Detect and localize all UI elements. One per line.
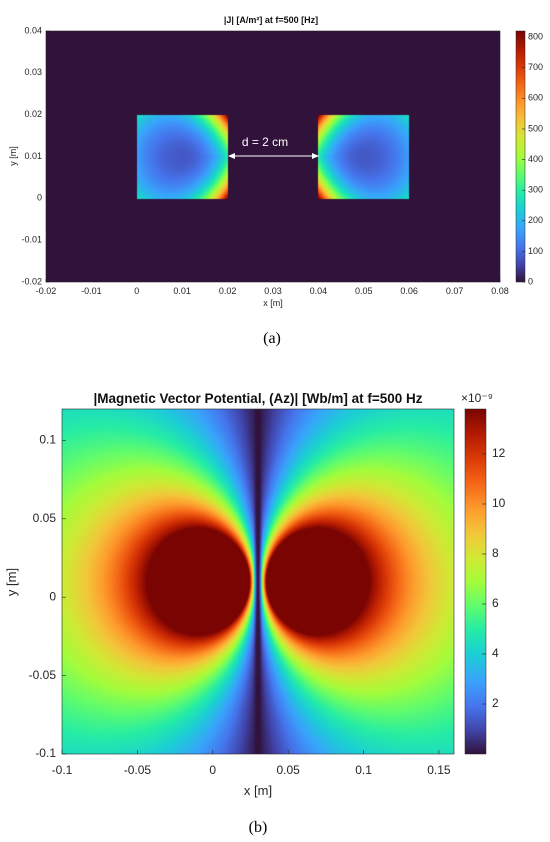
chart-a-colorbar-tick-label: 300 — [528, 185, 543, 195]
chart-b-colorbar-tick-label: 12 — [492, 446, 506, 460]
chart-a-x-tick-label: 0 — [134, 286, 139, 296]
chart-a-y-tick-label: -0.02 — [21, 276, 42, 286]
chart-b-colorbar — [464, 408, 487, 755]
chart-a-y-tick-label: 0 — [37, 193, 42, 203]
chart-a-colorbar-tick-label: 700 — [528, 62, 543, 72]
chart-a-colorbar-tick-label: 200 — [528, 215, 543, 225]
chart-a-colorbar — [515, 30, 526, 283]
chart-a-title: |J| [A/m²] at f=500 [Hz] — [224, 15, 318, 25]
chart-b-x-tick-label: -0.1 — [52, 763, 73, 777]
chart-b-heatmap-canvas — [62, 409, 454, 754]
chart-a-x-tick-label: 0.07 — [446, 286, 464, 296]
chart-a-x-tick-label: 0.01 — [173, 286, 191, 296]
panel-b: |Magnetic Vector Potential, (Az)| [Wb/m]… — [4, 391, 506, 836]
chart-a-y-label: y [m] — [8, 146, 18, 166]
chart-a-y-tick-label: 0.01 — [24, 151, 42, 161]
chart-b-colorbar-tick-label: 4 — [492, 646, 499, 660]
chart-a-x-tick-label: -0.01 — [81, 286, 102, 296]
chart-a-colorbar-tick-label: 800 — [528, 31, 543, 41]
chart-a-y-tick-label: 0.03 — [24, 67, 42, 77]
chart-a-x-tick-label: 0.05 — [355, 286, 373, 296]
chart-b-y-tick-label: 0.05 — [33, 511, 57, 525]
chart-a-y-ticks: -0.02 -0.01 0 0.01 0.02 0.03 0.04 — [21, 25, 49, 286]
chart-b-x-tick-label: 0.05 — [276, 763, 300, 777]
chart-b-y-tick-label: -0.1 — [35, 746, 56, 760]
chart-b-x-ticks: -0.1 -0.05 0 0.05 0.1 0.15 — [52, 750, 451, 777]
chart-a-y-tick-label: 0.02 — [24, 109, 42, 119]
chart-a-colorbar-tick-label: 500 — [528, 123, 543, 133]
panel-a: |J| [A/m²] at f=500 [Hz] d = 2 cm -0.02-… — [8, 15, 543, 347]
chart-a-x-tick-label: 0.06 — [400, 286, 418, 296]
chart-b-x-label: x [m] — [244, 783, 272, 798]
chart-b-title: |Magnetic Vector Potential, (Az)| [Wb/m]… — [94, 391, 423, 406]
distance-annotation: d = 2 cm — [242, 135, 288, 149]
chart-b-colorbar-tick-label: 6 — [492, 596, 499, 610]
chart-b-y-tick-label: 0 — [49, 589, 56, 603]
chart-b-x-tick-label: 0.15 — [427, 763, 451, 777]
chart-b-y-label: y [m] — [4, 568, 19, 596]
chart-a-x-ticks: -0.02 -0.01 0 0.01 0.02 0.03 0.04 0.05 0.06 0.07 0… — [36, 279, 509, 296]
chart-a-y-tick-label: -0.01 — [21, 235, 42, 245]
chart-a-colorbar-tick-label: 400 — [528, 154, 543, 164]
chart-b-y-tick-label: -0.05 — [29, 668, 57, 682]
chart-b-colorbar-tick-label: 8 — [492, 546, 499, 560]
chart-b-heatmap-layer — [62, 409, 454, 754]
chart-a-x-label: x [m] — [263, 298, 283, 308]
chart-b-colorbar-exponent: ×10⁻⁹ — [461, 391, 493, 405]
chart-a-colorbar-tick-label: 100 — [528, 246, 543, 256]
chart-a-y-tick-label: 0.04 — [24, 25, 42, 35]
chart-a-colorbar-tick-label: 600 — [528, 93, 543, 103]
chart-b-x-tick-label: 0 — [209, 763, 216, 777]
chart-b-colorbar-tick-label: 2 — [492, 696, 499, 710]
chart-a-colorbar-ticks: 0 100 200 300 400 500 600 700 800 — [522, 31, 543, 286]
chart-b-colorbar-tick-label: 10 — [492, 496, 506, 510]
chart-a-x-tick-label: 0.04 — [310, 286, 328, 296]
chart-b-frame — [61, 408, 455, 755]
chart-b-colorbar-ticks: 2 4 6 8 10 12 — [482, 446, 506, 710]
chart-b-x-tick-label: -0.05 — [124, 763, 152, 777]
chart-b-y-ticks: -0.1 -0.05 0 0.05 0.1 — [29, 433, 66, 760]
panel-b-label: (b) — [249, 819, 268, 836]
panel-a-label: (a) — [263, 330, 281, 347]
chart-b-x-tick-label: 0.1 — [355, 763, 372, 777]
chart-a-x-tick-label: 0.08 — [491, 286, 509, 296]
chart-a-x-tick-label: 0.03 — [264, 286, 282, 296]
chart-a-colorbar-tick-label: 0 — [528, 276, 533, 286]
chart-b-y-tick-label: 0.1 — [39, 433, 56, 447]
chart-a-x-tick-label: -0.02 — [36, 286, 57, 296]
chart-a-x-tick-label: 0.02 — [219, 286, 237, 296]
